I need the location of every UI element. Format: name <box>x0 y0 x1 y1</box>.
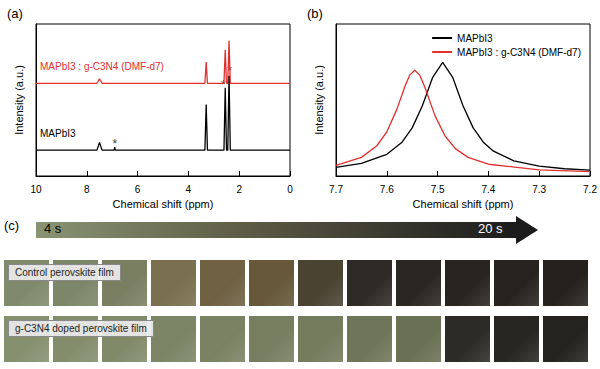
svg-text:0: 0 <box>287 184 293 195</box>
html-text:4 s: 4 s <box>44 221 62 236</box>
svg-text:7.6: 7.6 <box>380 184 394 195</box>
svg-text:8: 8 <box>84 184 90 195</box>
svg-text:Intensity (a.u.): Intensity (a.u.) <box>13 65 25 135</box>
svg-text:2: 2 <box>236 184 242 195</box>
svg-text:MAPbI3: MAPbI3 <box>457 33 493 44</box>
svg-text:Chemical shift (ppm): Chemical shift (ppm) <box>413 198 514 210</box>
svg-text:10: 10 <box>30 184 42 195</box>
svg-text:7.3: 7.3 <box>532 184 546 195</box>
svg-text:4: 4 <box>186 184 192 195</box>
svg-text:MAPbI3 : g-C3N4 (DMF-d7): MAPbI3 : g-C3N4 (DMF-d7) <box>457 47 581 58</box>
svg-text:(a): (a) <box>7 6 23 21</box>
html-text:20 s: 20 s <box>478 221 503 236</box>
svg-text:7.7: 7.7 <box>329 184 343 195</box>
svg-text:7.5: 7.5 <box>431 184 445 195</box>
html-text:Control perovskite film: Control perovskite film <box>15 267 114 278</box>
svg-text:Chemical shift (ppm): Chemical shift (ppm) <box>113 198 214 210</box>
svg-text:Intensity (a.u.): Intensity (a.u.) <box>313 65 325 135</box>
svg-text:7.4: 7.4 <box>481 184 495 195</box>
svg-text:6: 6 <box>135 184 141 195</box>
svg-text:MAPbI3 : g-C3N4 (DMF-d7): MAPbI3 : g-C3N4 (DMF-d7) <box>40 61 164 72</box>
svg-text:(b): (b) <box>307 6 323 21</box>
svg-text:7.2: 7.2 <box>583 184 597 195</box>
html-text:g-C3N4 doped perovskite film: g-C3N4 doped perovskite film <box>15 323 147 334</box>
svg-text:MAPbI3: MAPbI3 <box>40 128 76 139</box>
html-text:(c): (c) <box>4 218 20 233</box>
